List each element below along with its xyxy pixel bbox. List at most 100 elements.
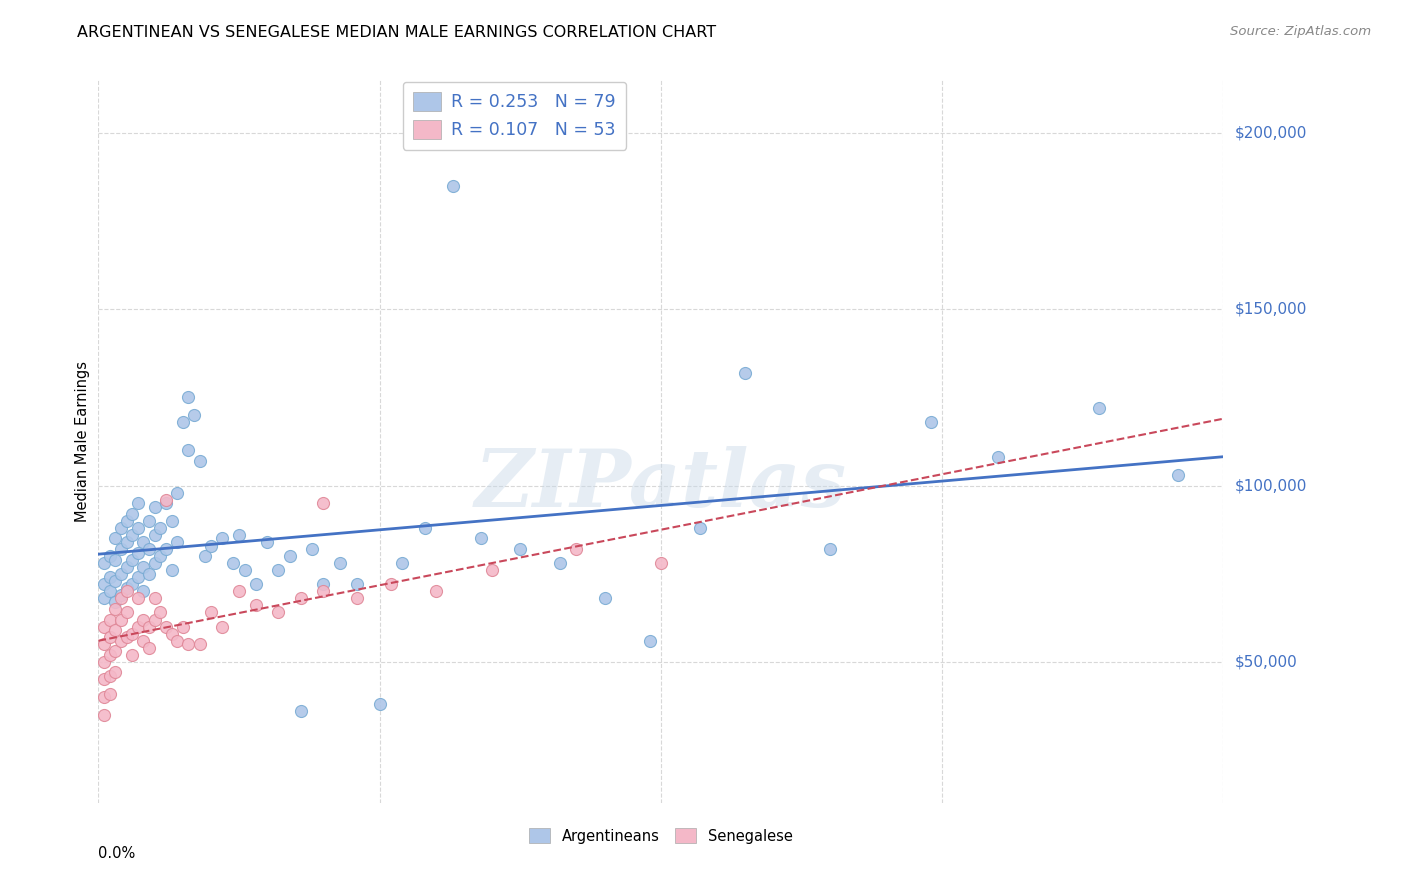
Point [115, 514, 138, 528]
Point [93, 690, 115, 704]
Point [115, 630, 138, 644]
Point [110, 633, 132, 648]
Point [127, 570, 149, 584]
Point [110, 566, 132, 581]
Point [104, 623, 127, 637]
Point [593, 591, 616, 606]
Point [143, 556, 166, 570]
Point [470, 532, 492, 546]
Point [188, 454, 211, 468]
Point [329, 556, 352, 570]
Point [115, 559, 138, 574]
Point [104, 602, 127, 616]
Point [172, 415, 194, 429]
Text: ARGENTINEAN VS SENEGALESE MEDIAN MALE EARNINGS CORRELATION CHART: ARGENTINEAN VS SENEGALESE MEDIAN MALE EA… [77, 25, 717, 40]
Point [115, 606, 138, 620]
Point [115, 535, 138, 549]
Point [98, 630, 121, 644]
Point [183, 408, 205, 422]
Point [115, 581, 138, 595]
Point [121, 626, 143, 640]
Point [110, 613, 132, 627]
Point [110, 591, 132, 606]
Point [481, 563, 503, 577]
Point [155, 492, 177, 507]
Point [425, 584, 447, 599]
Point [380, 577, 402, 591]
Point [93, 619, 115, 633]
Point [194, 549, 217, 563]
Point [160, 514, 183, 528]
Point [177, 443, 200, 458]
Point [548, 556, 571, 570]
Point [138, 640, 160, 655]
Point [818, 542, 841, 557]
Point [200, 606, 222, 620]
Point [211, 532, 233, 546]
Point [104, 665, 127, 680]
Point [638, 633, 661, 648]
Point [278, 549, 301, 563]
Point [166, 535, 188, 549]
Point [166, 633, 188, 648]
Point [93, 637, 115, 651]
Point [127, 521, 149, 535]
Point [143, 528, 166, 542]
Point [110, 542, 132, 557]
Point [267, 563, 290, 577]
Point [104, 574, 127, 588]
Point [245, 599, 267, 613]
Point [734, 366, 756, 380]
Point [93, 707, 115, 722]
Point [391, 556, 413, 570]
Point [149, 606, 172, 620]
Point [93, 673, 115, 687]
Point [920, 415, 942, 429]
Point [177, 391, 200, 405]
Point [110, 521, 132, 535]
Point [987, 450, 1010, 465]
Text: $100,000: $100,000 [1234, 478, 1306, 493]
Point [312, 577, 335, 591]
Point [177, 637, 200, 651]
Point [132, 613, 155, 627]
Point [441, 179, 464, 194]
Point [110, 588, 132, 602]
Point [121, 528, 143, 542]
Point [98, 687, 121, 701]
Point [127, 591, 149, 606]
Point [132, 584, 155, 599]
Point [290, 591, 312, 606]
Point [143, 613, 166, 627]
Point [132, 559, 155, 574]
Point [346, 577, 368, 591]
Point [346, 591, 368, 606]
Point [98, 584, 121, 599]
Point [1167, 468, 1189, 483]
Point [104, 532, 127, 546]
Point [160, 626, 183, 640]
Point [312, 584, 335, 599]
Point [1088, 401, 1111, 415]
Point [138, 566, 160, 581]
Point [149, 521, 172, 535]
Point [127, 545, 149, 559]
Point [98, 570, 121, 584]
Y-axis label: Median Male Earnings: Median Male Earnings [75, 361, 90, 522]
Point [166, 485, 188, 500]
Point [222, 556, 245, 570]
Point [509, 542, 531, 557]
Point [233, 563, 256, 577]
Point [93, 577, 115, 591]
Point [312, 496, 335, 510]
Point [245, 577, 267, 591]
Point [149, 549, 172, 563]
Point [104, 595, 127, 609]
Point [121, 577, 143, 591]
Text: ZIPatlas: ZIPatlas [475, 446, 846, 524]
Point [132, 633, 155, 648]
Point [256, 535, 278, 549]
Text: $150,000: $150,000 [1234, 301, 1306, 317]
Point [188, 637, 211, 651]
Point [93, 556, 115, 570]
